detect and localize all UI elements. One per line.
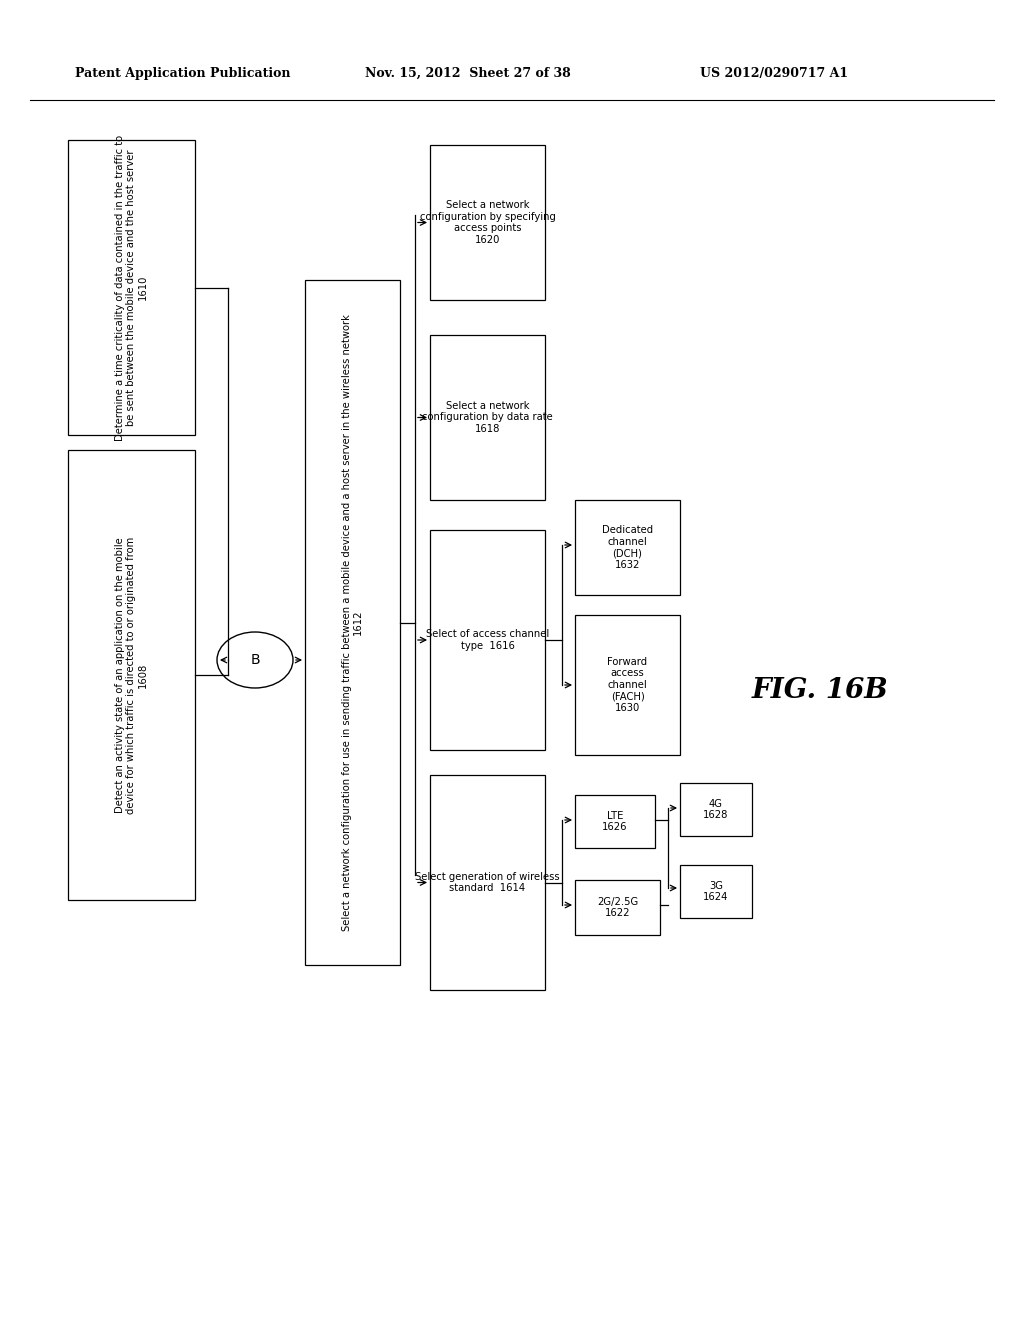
Text: Patent Application Publication: Patent Application Publication <box>75 66 291 79</box>
Bar <box>680 783 752 836</box>
Bar <box>575 615 680 755</box>
Text: 3G
1624: 3G 1624 <box>703 880 729 903</box>
Text: Select a network configuration for use in sending traffic between a mobile devic: Select a network configuration for use i… <box>342 314 364 931</box>
Bar <box>68 140 195 436</box>
Text: Select generation of wireless
standard  1614: Select generation of wireless standard 1… <box>415 871 560 894</box>
Bar <box>680 865 752 917</box>
Bar <box>430 775 545 990</box>
Text: Nov. 15, 2012  Sheet 27 of 38: Nov. 15, 2012 Sheet 27 of 38 <box>365 66 570 79</box>
Text: Select of access channel
type  1616: Select of access channel type 1616 <box>426 630 549 651</box>
Ellipse shape <box>217 632 293 688</box>
Bar <box>305 280 400 965</box>
Bar <box>575 880 660 935</box>
Text: Select a network
configuration by data rate
1618: Select a network configuration by data r… <box>422 401 553 434</box>
Bar <box>430 531 545 750</box>
Text: Determine a time criticality of data contained in the traffic to
be sent between: Determine a time criticality of data con… <box>115 135 148 441</box>
Bar <box>430 335 545 500</box>
Text: Forward
access
channel
(FACH)
1630: Forward access channel (FACH) 1630 <box>607 657 647 713</box>
Bar <box>575 500 680 595</box>
Bar <box>575 795 655 847</box>
Bar <box>430 145 545 300</box>
Text: Select a network
configuration by specifying
access points
1620: Select a network configuration by specif… <box>420 201 555 246</box>
Text: US 2012/0290717 A1: US 2012/0290717 A1 <box>700 66 848 79</box>
Text: 4G
1628: 4G 1628 <box>703 799 729 820</box>
Text: B: B <box>250 653 260 667</box>
Text: Detect an activity state of an application on the mobile
device for which traffi: Detect an activity state of an applicati… <box>115 536 148 813</box>
Text: 2G/2.5G
1622: 2G/2.5G 1622 <box>597 896 638 919</box>
Bar <box>68 450 195 900</box>
Text: FIG. 16B: FIG. 16B <box>752 676 889 704</box>
Text: Dedicated
channel
(DCH)
1632: Dedicated channel (DCH) 1632 <box>602 525 653 570</box>
Text: LTE
1626: LTE 1626 <box>602 810 628 833</box>
